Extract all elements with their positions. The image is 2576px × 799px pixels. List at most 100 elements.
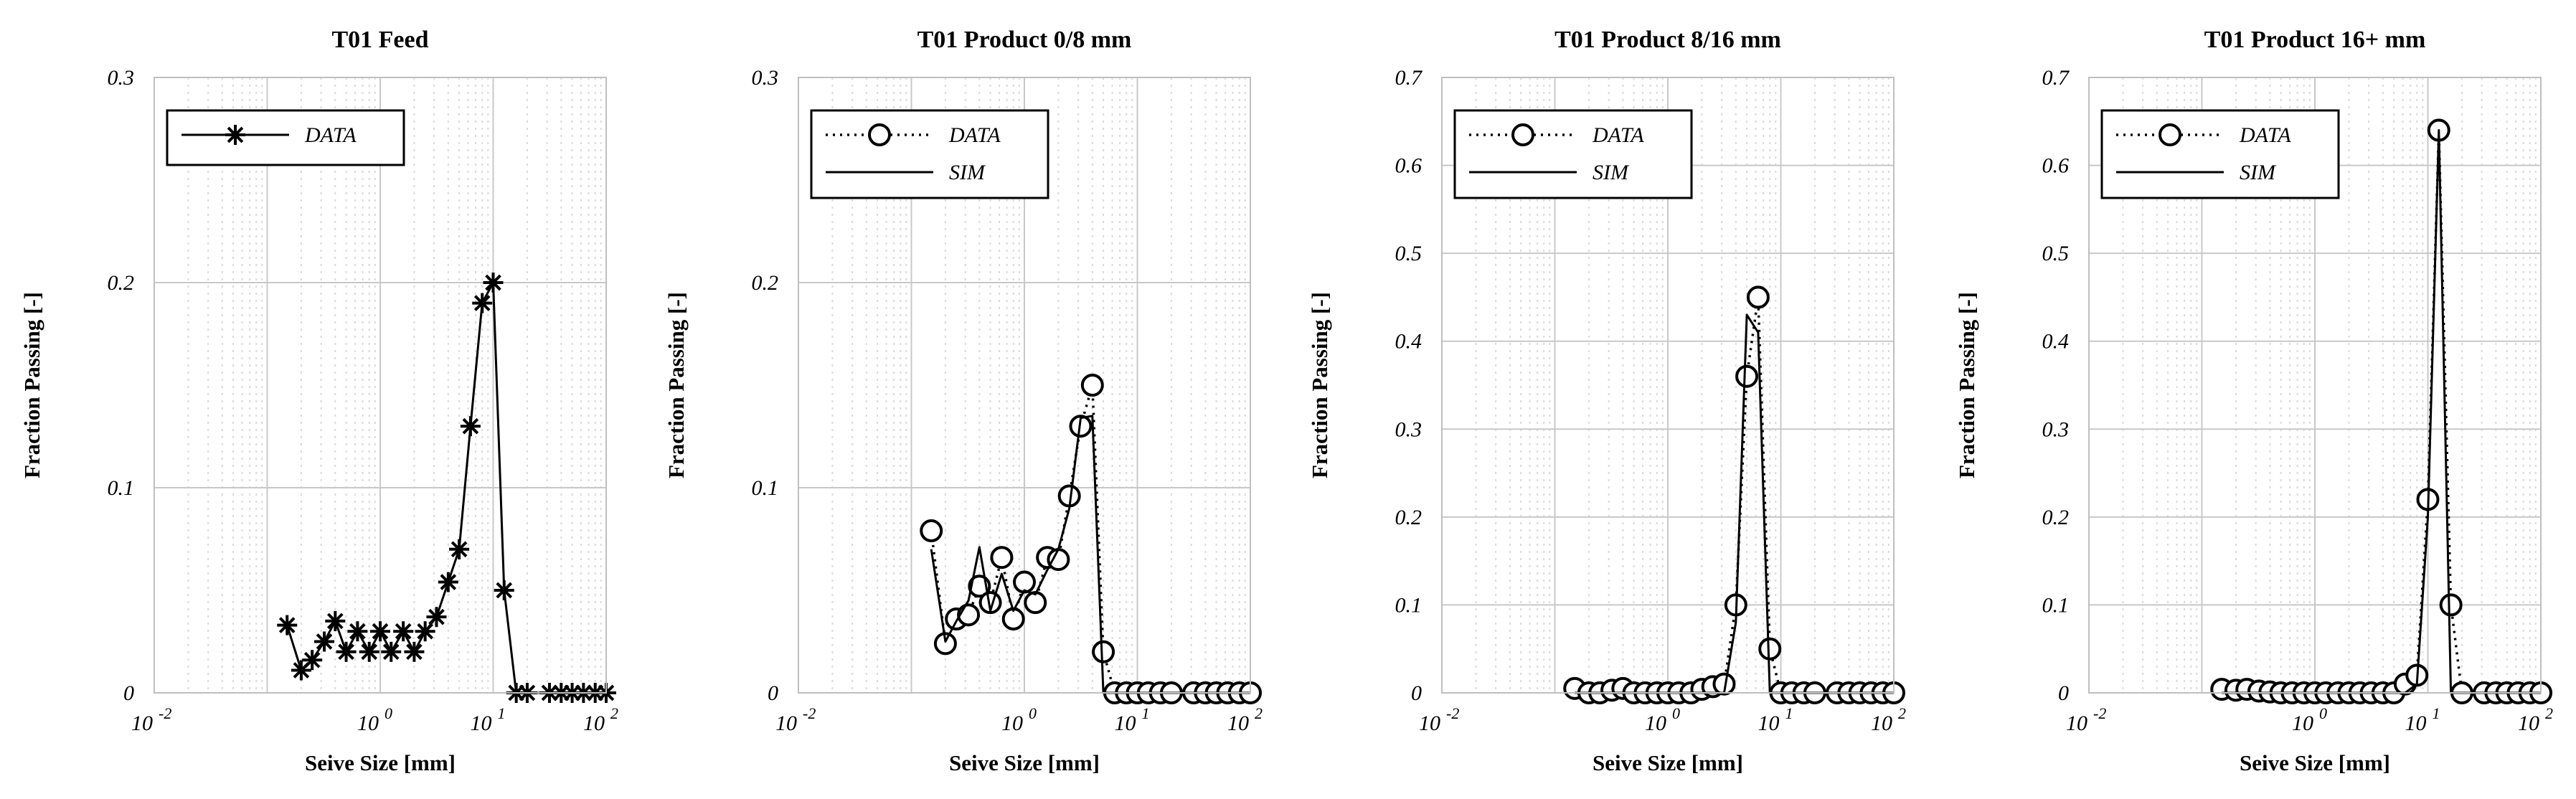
x-tick-label: 10 2	[583, 704, 618, 735]
x-tick-exponent: 0	[1672, 704, 1680, 722]
asterisk-stroke	[485, 274, 501, 291]
data-point	[1013, 570, 1036, 594]
data-point	[957, 603, 981, 627]
asterisk-stroke	[473, 295, 491, 311]
y-tick-label: 0	[1411, 681, 1422, 705]
data-point	[933, 632, 957, 656]
x-axis-label: Seive Size [mm]	[2240, 750, 2390, 775]
asterisk-stroke	[496, 582, 513, 599]
asterisk-stroke	[382, 643, 400, 661]
x-tick-label: 10 1	[1115, 704, 1150, 735]
data-point	[2439, 593, 2463, 617]
x-tick-exponent: 2	[1898, 704, 1906, 722]
data-point	[381, 641, 402, 662]
y-tick-label: 0.3	[2042, 417, 2070, 441]
legend-marker	[2159, 123, 2181, 146]
legend: DATA SIM	[810, 109, 1049, 199]
y-tick-label: 0.7	[2042, 66, 2071, 90]
asterisk-stroke	[417, 623, 433, 640]
asterisk-stroke	[303, 651, 321, 668]
legend-label: SIM	[2240, 161, 2277, 184]
x-tick-label: 10 2	[1871, 704, 1906, 735]
x-tick-base: 10	[131, 711, 153, 735]
data-point	[1712, 672, 1736, 696]
x-tick-exponent: -2	[1446, 704, 1459, 722]
axes-frame	[154, 77, 607, 694]
x-tick-label: 10 0	[1001, 704, 1037, 735]
legend-item-sim: SIM	[826, 161, 986, 184]
data-point	[404, 641, 425, 662]
data-point	[314, 631, 335, 652]
legend-marker	[868, 123, 891, 146]
y-tick-label: 0	[768, 681, 778, 705]
y-tick-label: 0	[2058, 681, 2069, 705]
y-axis-label: Fraction Passing [-]	[1307, 292, 1332, 478]
legend-label: SIM	[1593, 161, 1630, 184]
chart-panel-4: T01 Product 16+ mm 0 0.1 0.2 0.3 0.4 0.5 0.6 0.7…	[1954, 27, 2553, 775]
x-tick-exponent: 1	[2433, 704, 2440, 722]
data-point	[277, 615, 298, 635]
x-axis-label: Seive Size [mm]	[305, 750, 456, 775]
asterisk-stroke	[440, 574, 457, 590]
x-tick-exponent: -2	[803, 704, 816, 722]
x-axis-label: Seive Size [mm]	[949, 750, 1100, 775]
x-tick-exponent: -2	[2093, 704, 2106, 722]
legend-label: DATA	[1592, 123, 1644, 147]
axes-frame	[798, 77, 1251, 694]
x-tick-label: 10 -2	[2066, 704, 2106, 735]
y-axis-label: Fraction Passing [-]	[19, 292, 44, 478]
data-point	[494, 580, 514, 600]
y-tick-label: 0.5	[1395, 242, 1423, 265]
data-point	[370, 621, 390, 642]
legend-item-data: DATA	[181, 123, 357, 147]
y-tick-label: 0.4	[2042, 330, 2070, 354]
asterisk-stroke	[278, 617, 296, 633]
y-tick-label: 0.2	[2042, 506, 2070, 529]
y-tick-label: 0.1	[1395, 593, 1423, 617]
legend-item-data: DATA	[826, 123, 1001, 147]
asterisk-stroke	[316, 633, 333, 650]
x-tick-base: 10	[1419, 711, 1440, 735]
data-point	[1047, 548, 1070, 572]
legend-box	[2100, 109, 2340, 199]
x-tick-label: 10 2	[1227, 704, 1263, 735]
legend-item-data: DATA	[2116, 123, 2291, 147]
x-tick-label: 10 0	[1645, 704, 1680, 735]
data-point	[347, 621, 368, 642]
asterisk-stroke	[372, 623, 389, 640]
x-tick-base: 10	[775, 711, 797, 735]
legend-label: SIM	[949, 161, 986, 184]
data-point	[438, 572, 458, 592]
y-axis-label: Fraction Passing [-]	[664, 292, 689, 478]
data-point	[359, 641, 379, 662]
x-tick-label: 10 1	[2405, 704, 2440, 735]
x-tick-label: 10 -2	[775, 704, 816, 735]
asterisk-stroke	[349, 623, 366, 640]
x-tick-label: 10 2	[2518, 704, 2553, 735]
chart-title: T01 Product 0/8 mm	[917, 27, 1132, 53]
legend-marker	[1511, 123, 1534, 146]
x-tick-base: 10	[1227, 711, 1249, 735]
asterisk-stroke	[406, 643, 423, 661]
y-tick-label: 0.4	[1395, 330, 1423, 354]
x-tick-base: 10	[471, 711, 492, 735]
y-tick-label: 0.2	[752, 271, 779, 295]
x-tick-exponent: 2	[610, 704, 618, 722]
chart-title: T01 Product 8/16 mm	[1554, 27, 1781, 53]
x-tick-base: 10	[1758, 711, 1780, 735]
axes-frame	[1441, 77, 1895, 694]
asterisk-stroke	[450, 541, 468, 558]
data-point	[302, 650, 323, 671]
data-point	[472, 293, 493, 313]
x-tick-base: 10	[1871, 711, 1892, 735]
legend-box	[1453, 109, 1693, 199]
y-tick-label: 0.3	[1395, 417, 1423, 441]
x-tick-base: 10	[357, 711, 379, 735]
x-tick-label: 10 0	[357, 704, 392, 735]
x-tick-label: 10 0	[2292, 704, 2327, 735]
y-tick-label: 0.7	[1395, 66, 1424, 90]
x-tick-label: 10 1	[471, 704, 506, 735]
axes-frame	[2088, 77, 2542, 694]
